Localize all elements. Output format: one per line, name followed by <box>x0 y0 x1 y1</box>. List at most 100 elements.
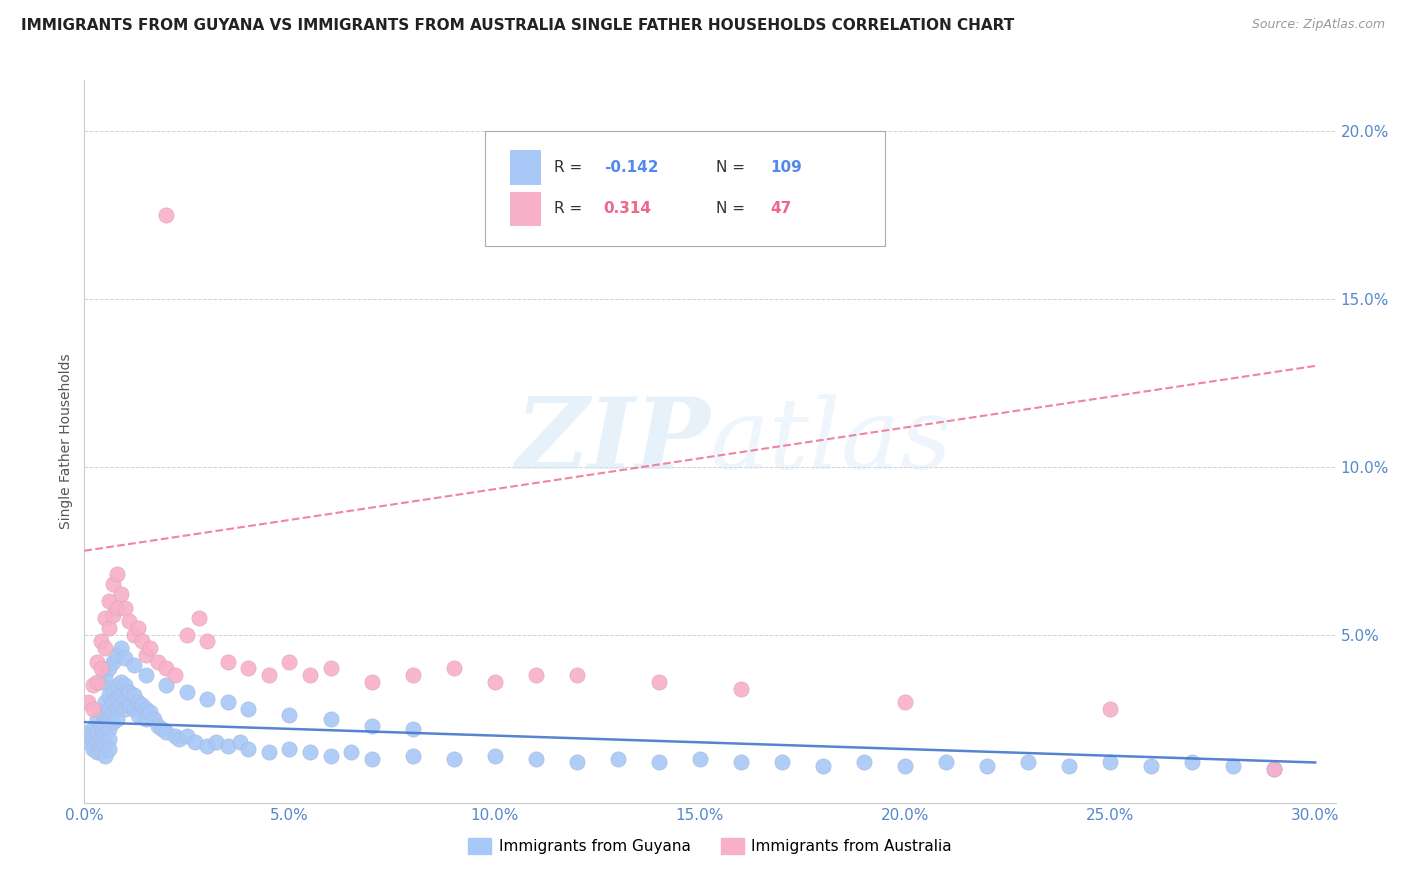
Point <box>278 742 301 756</box>
Point <box>163 668 186 682</box>
Point <box>1181 756 1204 770</box>
Point <box>524 668 547 682</box>
Point <box>278 655 301 669</box>
FancyBboxPatch shape <box>510 151 541 185</box>
Point <box>484 674 506 689</box>
Point <box>101 607 124 622</box>
Point <box>110 674 132 689</box>
Point <box>114 702 136 716</box>
Point <box>110 587 132 601</box>
Point <box>110 688 132 702</box>
Text: ZIP: ZIP <box>515 393 710 490</box>
Point <box>1017 756 1039 770</box>
Point <box>148 718 170 732</box>
Point <box>101 577 124 591</box>
Text: atlas: atlas <box>710 394 953 489</box>
Point <box>131 698 153 713</box>
Point <box>1140 759 1163 773</box>
Point <box>114 600 136 615</box>
Point <box>484 748 506 763</box>
Point <box>238 742 260 756</box>
Text: 47: 47 <box>770 202 792 217</box>
Point <box>155 208 177 222</box>
Point <box>689 752 711 766</box>
Point <box>298 745 321 759</box>
Point <box>82 731 104 746</box>
Y-axis label: Single Father Households: Single Father Households <box>59 354 73 529</box>
Point <box>86 725 108 739</box>
Point <box>94 729 117 743</box>
Point <box>176 729 198 743</box>
Point <box>98 742 121 756</box>
Point <box>135 668 157 682</box>
Point <box>176 685 198 699</box>
Point <box>122 702 145 716</box>
Point <box>163 729 186 743</box>
Point <box>257 668 280 682</box>
Point <box>114 651 136 665</box>
Point <box>319 712 342 726</box>
Point <box>94 718 117 732</box>
Point <box>101 705 124 719</box>
Text: R =: R = <box>554 202 586 217</box>
Point <box>127 695 149 709</box>
Point <box>976 759 998 773</box>
Point <box>105 712 128 726</box>
Point <box>94 641 117 656</box>
Point <box>150 722 173 736</box>
Point <box>184 735 207 749</box>
Point <box>94 611 117 625</box>
Point <box>1263 762 1285 776</box>
Point <box>278 708 301 723</box>
Point <box>135 712 157 726</box>
Point <box>82 722 104 736</box>
Point <box>90 674 112 689</box>
Point <box>98 702 121 716</box>
Point <box>167 731 190 746</box>
Point <box>94 748 117 763</box>
Point <box>770 756 793 770</box>
Point <box>98 731 121 746</box>
Point <box>360 674 382 689</box>
Point <box>148 655 170 669</box>
Point <box>118 698 141 713</box>
Point <box>176 628 198 642</box>
Legend: Immigrants from Guyana, Immigrants from Australia: Immigrants from Guyana, Immigrants from … <box>461 832 959 860</box>
Point <box>110 698 132 713</box>
Point <box>94 739 117 753</box>
Point <box>98 594 121 608</box>
Point <box>360 752 382 766</box>
Point <box>105 691 128 706</box>
Point <box>730 756 752 770</box>
Point <box>524 752 547 766</box>
Point <box>852 756 875 770</box>
Point <box>77 725 100 739</box>
Point <box>135 702 157 716</box>
Point <box>238 661 260 675</box>
Point <box>105 648 128 662</box>
Point <box>94 695 117 709</box>
Point <box>90 718 112 732</box>
Point <box>811 759 834 773</box>
Point <box>90 729 112 743</box>
Point <box>319 661 342 675</box>
Point <box>217 739 239 753</box>
Point <box>155 678 177 692</box>
Point <box>118 615 141 629</box>
Point <box>86 745 108 759</box>
Point <box>197 634 219 648</box>
Point <box>90 705 112 719</box>
Point <box>730 681 752 696</box>
Text: 0.314: 0.314 <box>603 202 651 217</box>
Point <box>1099 756 1122 770</box>
Point <box>401 748 423 763</box>
Point <box>127 621 149 635</box>
Point <box>90 739 112 753</box>
Point <box>105 678 128 692</box>
Point <box>86 735 108 749</box>
Point <box>139 641 162 656</box>
Point <box>143 712 166 726</box>
Point <box>648 674 671 689</box>
Point <box>94 668 117 682</box>
Point <box>98 661 121 675</box>
